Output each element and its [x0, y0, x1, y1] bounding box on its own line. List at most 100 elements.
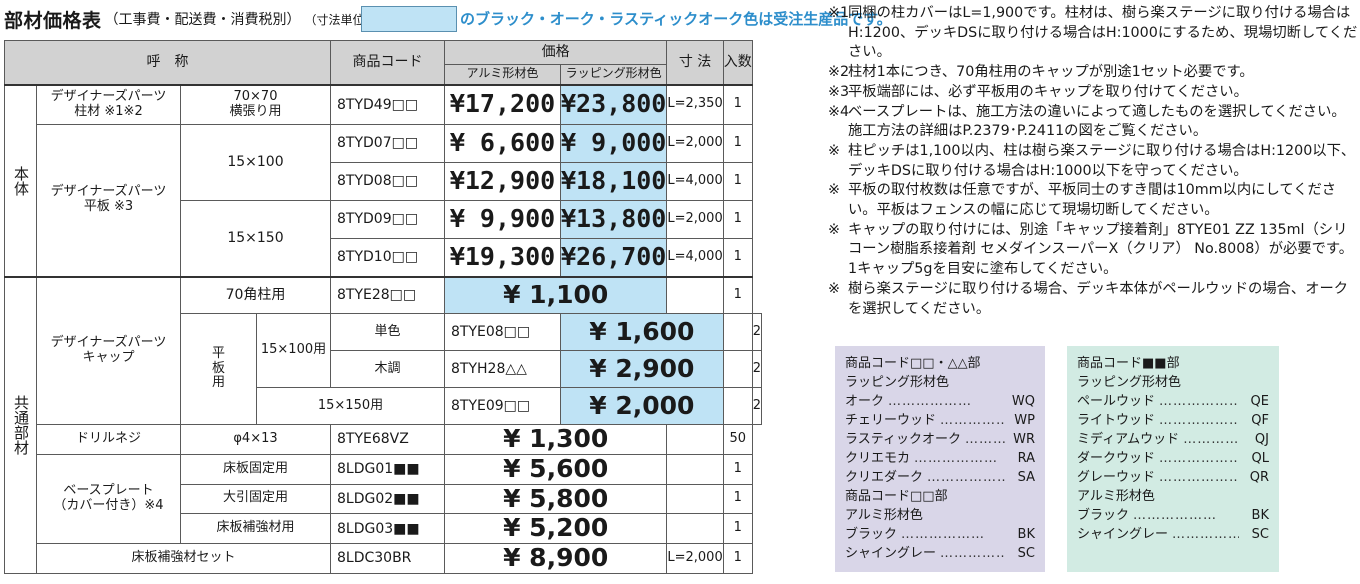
- note-text: 平板端部には、必ず平板用のキャップを取り付けてください。: [848, 83, 1248, 100]
- price-single: ¥ 8,900: [443, 543, 668, 574]
- price-single: ¥ 1,300: [443, 424, 668, 455]
- box-heading: 商品コード□□・△△部: [845, 356, 981, 371]
- row-name: 床板補強材セット: [36, 543, 331, 574]
- note-mark: ※: [828, 142, 840, 159]
- color-code-item: ミディアムウッド……………… QJ: [1077, 430, 1269, 449]
- color-code: BK: [1017, 527, 1035, 542]
- product-code: 8TYE68VZ: [330, 424, 445, 455]
- color-code: SA: [1017, 470, 1035, 485]
- note-item: ※ キャップの取り付けには、別途「キャップ接着剤」8TYE01 ZZ 135ml（…: [828, 221, 1358, 280]
- color-code-item: シャイングレー……………… SC: [1077, 525, 1269, 544]
- product-code: 8LDC30BR: [330, 543, 445, 574]
- leader-dots: ………………: [1159, 413, 1239, 428]
- price-wrap: ¥23,800: [559, 83, 668, 125]
- box-group: ラッピング形材色: [1077, 375, 1182, 390]
- color-code-item: ペールウッド……………… QE: [1077, 392, 1269, 411]
- note-mark: ※: [828, 182, 840, 199]
- header-code: 商品コード: [330, 40, 445, 85]
- dimension: [722, 387, 753, 425]
- note-mark: ※2: [828, 64, 850, 81]
- note-mark: ※: [828, 221, 840, 238]
- row-name: デザイナーズパーツ キャップ: [36, 275, 181, 425]
- table-row: 8TYD08□□ ¥12,900 ¥18,100 L=4,000 1: [5, 162, 762, 201]
- box-heading: 商品コード□□部: [845, 489, 948, 504]
- dimension: [666, 453, 724, 485]
- note-item: ※4 ベースプレートは、施工方法の違いによって適したものを選択してください。施工方…: [828, 103, 1358, 142]
- row-spec: φ4×13: [180, 424, 331, 455]
- header-name: 呼 称: [4, 40, 331, 85]
- group-label-body: 本体: [4, 83, 37, 277]
- row-spec: 70×70 横張り用: [180, 83, 331, 125]
- table-row: 床板補強材用 8LDG03■■ ¥ 5,200 1: [5, 513, 762, 544]
- note-text: 柱材1本につき、70角柱用のキャップが別途1セット必要です。: [848, 64, 1254, 81]
- color-name: シャイングレー: [845, 546, 937, 561]
- color-code: QJ: [1254, 432, 1269, 447]
- color-name: クリエモカ: [845, 451, 911, 466]
- dimension: [722, 313, 753, 351]
- price-alu: ¥12,900: [444, 162, 561, 201]
- price-single: ¥ 5,800: [443, 483, 668, 515]
- leader-dots: ………………: [940, 413, 1005, 428]
- color-name: ブラック: [845, 527, 898, 542]
- legend-swatch: [361, 6, 457, 32]
- dimension: [666, 483, 724, 515]
- row-name: ベースプレート （カバー付き）※4: [36, 453, 181, 545]
- qty: 1: [722, 275, 753, 314]
- qty: 2: [751, 313, 763, 351]
- note-mark: ※: [828, 280, 840, 297]
- row-spec: 大引固定用: [180, 483, 331, 515]
- leader-dots: ………………: [1183, 432, 1239, 447]
- color-name: ペールウッド: [1077, 394, 1156, 409]
- note-text: 柱ピッチは1,100以内、柱は樹ら楽ステージに取り付ける場合はH:1200以下、…: [848, 142, 1356, 179]
- legend-text: のブラック・オーク・ラスティックオーク色は受注生産品です。: [460, 10, 892, 28]
- price-wrap: ¥ 9,000: [559, 124, 668, 163]
- row-name: デザイナーズパーツ 柱材 ※1※2: [36, 83, 181, 125]
- notes-list: ※1 同梱の柱カバーはL=1,900です。柱材は、樹ら楽ステージに取り付ける場合は…: [828, 4, 1358, 319]
- product-code: 8TYE09□□: [444, 387, 561, 425]
- price-wrap: ¥26,700: [559, 238, 668, 277]
- color-name: シャイングレー: [1077, 527, 1169, 542]
- price-single: ¥ 1,100: [443, 275, 668, 314]
- color-code-item: ブラック……………… BK: [1077, 506, 1269, 525]
- note-item: ※3 平板端部には、必ず平板用のキャップを取り付けてください。: [828, 83, 1358, 103]
- header-price-alu: アルミ形材色: [444, 64, 561, 85]
- header-price: 価格: [443, 40, 668, 65]
- dimension: L=4,000: [666, 238, 724, 277]
- product-code: 8TYD07□□: [330, 124, 445, 163]
- color-code: SC: [1251, 527, 1269, 542]
- price-alu: ¥17,200: [444, 83, 561, 125]
- page-subtitle: （工事費・配送費・消費税別）: [104, 12, 301, 28]
- note-mark: ※4: [828, 103, 850, 120]
- row-spec: 15×100: [180, 124, 331, 201]
- qty: 2: [751, 350, 763, 388]
- color-code: BK: [1251, 508, 1269, 523]
- color-name: クリエダーク: [845, 470, 924, 485]
- qty: 1: [722, 162, 753, 201]
- color-name: ダークウッド: [1077, 451, 1156, 466]
- price-single: ¥ 2,000: [560, 387, 724, 425]
- qty: 1: [722, 543, 753, 574]
- note-item: ※ 柱ピッチは1,100以内、柱は樹ら楽ステージに取り付ける場合はH:1200以下…: [828, 142, 1358, 181]
- row-color: 単色: [330, 313, 445, 351]
- color-code-item: ライトウッド……………… QF: [1077, 411, 1269, 430]
- dimension: [666, 275, 724, 314]
- color-code: QL: [1251, 451, 1269, 466]
- group-label-common: 共通部材: [4, 275, 37, 574]
- row-spec: 15×100用: [256, 313, 331, 388]
- note-item: ※ 樹ら楽ステージに取り付ける場合、デッキ本体がペールウッドの場合、オークを選択し…: [828, 280, 1358, 319]
- color-code-item: クリエダーク……………… SA: [845, 468, 1035, 487]
- qty: 1: [722, 200, 753, 239]
- qty: 1: [722, 483, 753, 515]
- table-row: 本体 デザイナーズパーツ 柱材 ※1※2 70×70 横張り用 8TYD49□□…: [4, 83, 762, 277]
- price-wrap: ¥13,800: [559, 200, 668, 239]
- leader-dots: ………………: [1172, 527, 1239, 542]
- color-code-item: オーク……………… WQ: [845, 392, 1035, 411]
- note-text: 同梱の柱カバーはL=1,900です。柱材は、樹ら楽ステージに取り付ける場合はH:…: [848, 5, 1358, 61]
- note-mark: ※1: [828, 5, 850, 21]
- header-dimension: 寸 法: [666, 40, 724, 85]
- color-code-box-left: 商品コード□□・△△部 ラッピング形材色 オーク……………… WQ チェリーウッド…: [835, 346, 1045, 572]
- color-code: QR: [1249, 470, 1269, 485]
- color-code: WR: [1013, 432, 1035, 447]
- row-spec: 70角柱用: [180, 275, 331, 314]
- sub-label-flat: 平 板 用: [180, 313, 257, 425]
